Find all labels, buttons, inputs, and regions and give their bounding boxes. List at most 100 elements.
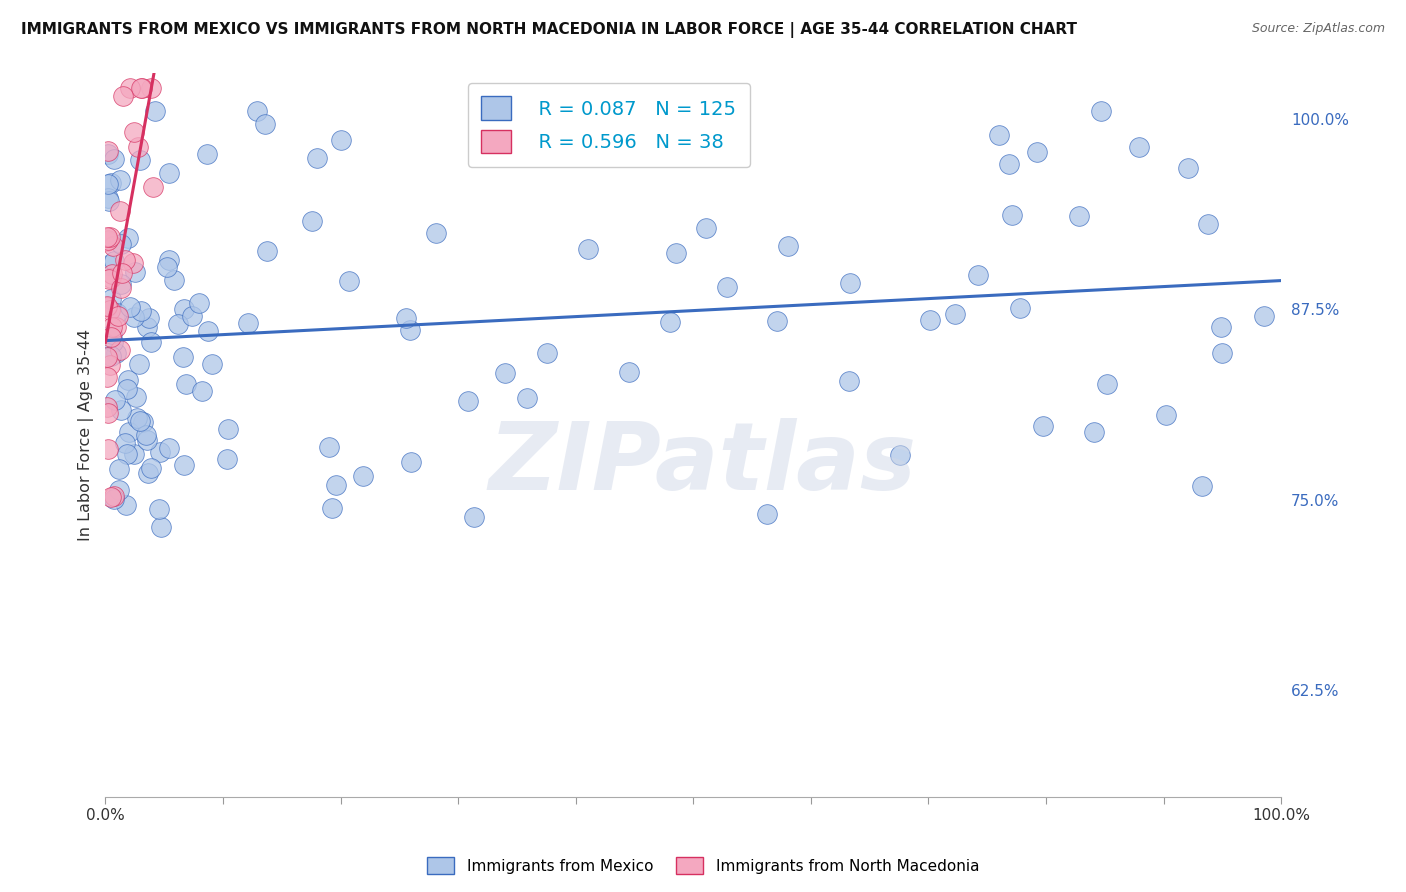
Point bbox=[997, 157, 1019, 171]
Point bbox=[122, 125, 145, 139]
Point bbox=[645, 136, 668, 151]
Point bbox=[100, 349, 122, 363]
Point bbox=[201, 357, 224, 371]
Point bbox=[658, 315, 681, 329]
Point bbox=[96, 300, 118, 314]
Point bbox=[337, 274, 360, 288]
Point bbox=[920, 312, 942, 326]
Point bbox=[395, 311, 418, 326]
Point bbox=[129, 304, 152, 318]
Point bbox=[97, 191, 120, 205]
Point bbox=[100, 490, 122, 504]
Point bbox=[103, 152, 125, 166]
Point bbox=[120, 300, 142, 314]
Point bbox=[117, 230, 139, 244]
Point bbox=[716, 280, 738, 294]
Point bbox=[143, 104, 166, 119]
Point bbox=[100, 292, 122, 306]
Point bbox=[127, 139, 149, 153]
Point bbox=[889, 448, 911, 462]
Point bbox=[108, 462, 131, 476]
Point bbox=[101, 319, 124, 334]
Point bbox=[463, 509, 485, 524]
Point bbox=[157, 253, 180, 268]
Point bbox=[191, 384, 214, 399]
Point bbox=[1032, 419, 1054, 434]
Point bbox=[425, 226, 447, 240]
Point bbox=[135, 433, 157, 447]
Point bbox=[301, 214, 323, 228]
Point bbox=[157, 166, 180, 180]
Point bbox=[494, 366, 516, 380]
Point bbox=[112, 89, 135, 103]
Point bbox=[98, 302, 121, 317]
Point bbox=[1001, 208, 1024, 222]
Point bbox=[96, 230, 118, 244]
Point bbox=[173, 301, 195, 316]
Point bbox=[1090, 104, 1112, 119]
Point bbox=[96, 350, 118, 364]
Point bbox=[97, 442, 120, 457]
Point bbox=[766, 314, 789, 328]
Text: IMMIGRANTS FROM MEXICO VS IMMIGRANTS FROM NORTH MACEDONIA IN LABOR FORCE | AGE 3: IMMIGRANTS FROM MEXICO VS IMMIGRANTS FRO… bbox=[21, 22, 1077, 38]
Point bbox=[115, 382, 138, 396]
Point bbox=[97, 406, 120, 420]
Point bbox=[138, 310, 160, 325]
Point bbox=[253, 117, 276, 131]
Point bbox=[967, 268, 990, 282]
Text: ZIPatlas: ZIPatlas bbox=[489, 417, 917, 510]
Point bbox=[105, 346, 128, 360]
Point bbox=[155, 260, 177, 274]
Point bbox=[1067, 210, 1090, 224]
Point bbox=[97, 258, 120, 272]
Point bbox=[132, 416, 155, 430]
Point bbox=[122, 447, 145, 461]
Point bbox=[188, 295, 211, 310]
Point bbox=[110, 236, 132, 251]
Point bbox=[1197, 217, 1219, 231]
Point bbox=[172, 350, 194, 364]
Point bbox=[97, 272, 120, 286]
Point bbox=[1083, 425, 1105, 440]
Point bbox=[352, 468, 374, 483]
Point bbox=[100, 330, 122, 344]
Point bbox=[129, 153, 152, 167]
Point bbox=[756, 507, 779, 521]
Point bbox=[305, 151, 328, 165]
Point bbox=[114, 436, 136, 450]
Point bbox=[100, 176, 122, 190]
Point bbox=[96, 370, 118, 384]
Point bbox=[149, 520, 172, 534]
Point bbox=[110, 403, 132, 417]
Point bbox=[105, 306, 128, 320]
Point bbox=[1026, 145, 1049, 159]
Point bbox=[103, 491, 125, 506]
Point bbox=[122, 310, 145, 324]
Text: Source: ZipAtlas.com: Source: ZipAtlas.com bbox=[1251, 22, 1385, 36]
Point bbox=[399, 455, 422, 469]
Legend: Immigrants from Mexico, Immigrants from North Macedonia: Immigrants from Mexico, Immigrants from … bbox=[420, 851, 986, 880]
Point bbox=[129, 81, 152, 95]
Point bbox=[120, 81, 142, 95]
Point bbox=[318, 440, 340, 454]
Point bbox=[108, 204, 131, 219]
Point bbox=[101, 268, 124, 282]
Point bbox=[180, 309, 202, 323]
Point bbox=[1253, 309, 1275, 323]
Point bbox=[97, 177, 120, 191]
Point bbox=[128, 357, 150, 371]
Point bbox=[321, 500, 343, 515]
Point bbox=[115, 447, 138, 461]
Point bbox=[1008, 301, 1031, 316]
Point bbox=[1095, 376, 1118, 391]
Point bbox=[136, 466, 159, 480]
Point bbox=[97, 145, 120, 159]
Point bbox=[107, 310, 129, 324]
Point bbox=[139, 461, 162, 475]
Point bbox=[128, 414, 150, 428]
Point bbox=[149, 445, 172, 459]
Point bbox=[98, 359, 121, 373]
Point bbox=[1154, 408, 1177, 422]
Point bbox=[124, 390, 146, 404]
Point bbox=[108, 172, 131, 186]
